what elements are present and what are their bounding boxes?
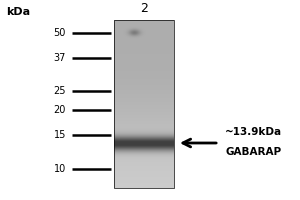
Bar [114, 20, 174, 188]
Text: 25: 25 [53, 86, 66, 96]
Text: ~13.9kDa: ~13.9kDa [225, 127, 282, 137]
Text: kDa: kDa [6, 7, 30, 17]
Text: 20: 20 [54, 105, 66, 115]
Text: GABARAP: GABARAP [225, 147, 281, 157]
Text: 37: 37 [54, 53, 66, 63]
Text: 2: 2 [140, 1, 148, 15]
Text: 50: 50 [54, 28, 66, 38]
Text: 15: 15 [54, 130, 66, 140]
Text: 10: 10 [54, 164, 66, 174]
